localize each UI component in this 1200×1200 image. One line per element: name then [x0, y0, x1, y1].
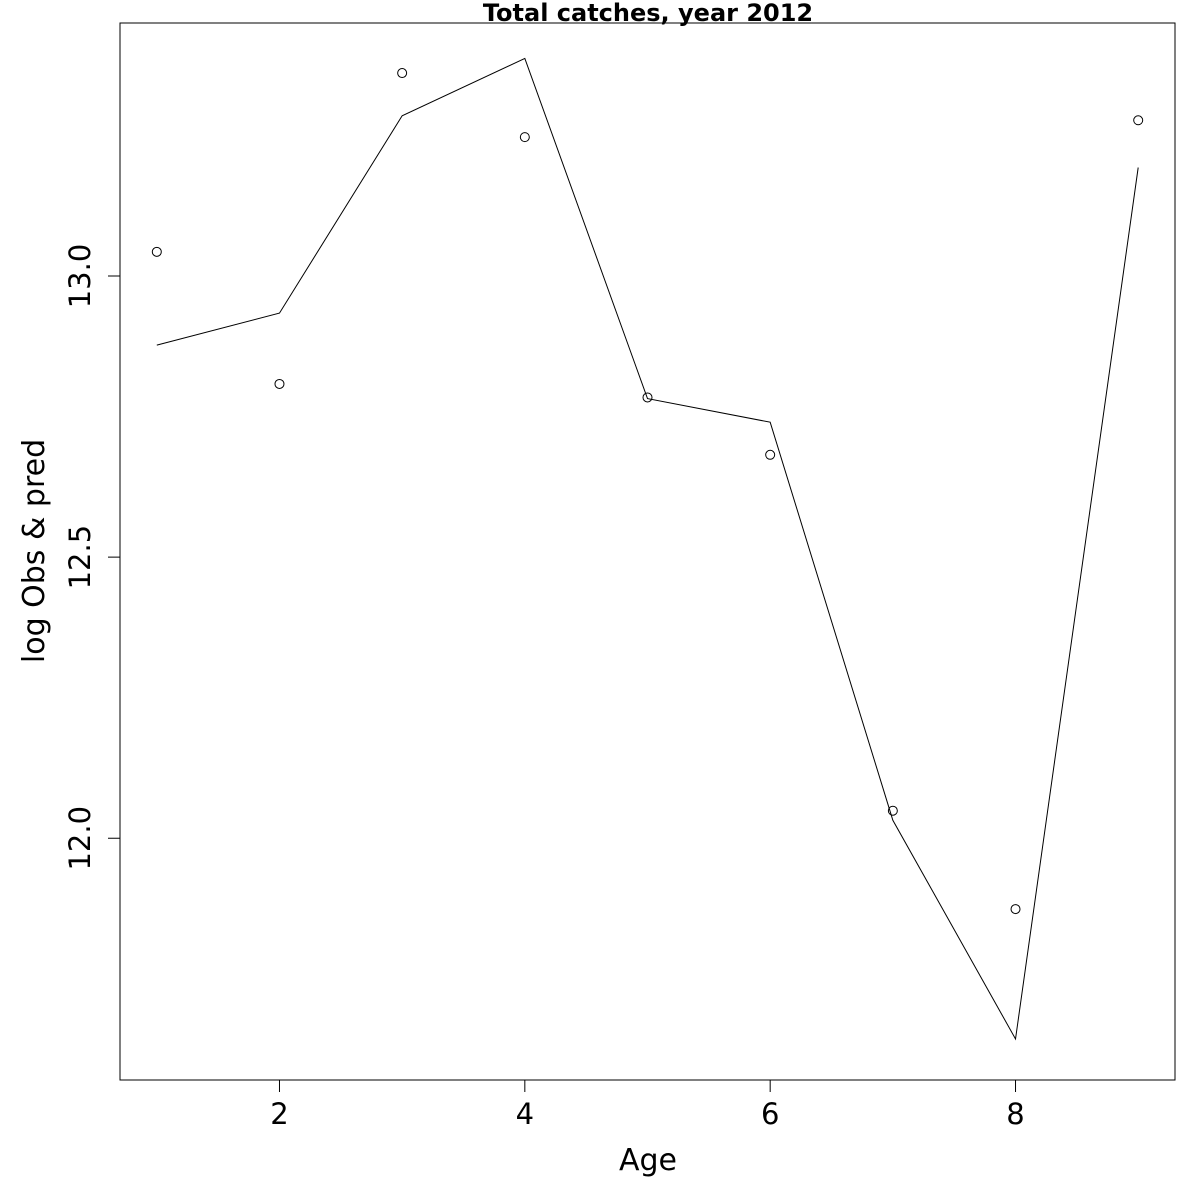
x-axis-label: Age	[619, 1143, 677, 1178]
obs-point	[1010, 904, 1021, 915]
obs-point	[1133, 115, 1144, 126]
obs-point	[397, 68, 408, 79]
y-tick-label: 12.0	[63, 806, 97, 871]
plot-frame	[119, 22, 1176, 1081]
y-axis: 12.0 12.5 13.0	[63, 244, 121, 871]
x-tick-label: 6	[761, 1097, 779, 1131]
y-tick-label: 13.0	[63, 244, 97, 309]
obs-point	[519, 132, 530, 143]
x-tick-label: 4	[516, 1097, 534, 1131]
obs-point	[765, 449, 776, 460]
series-layer	[151, 57, 1144, 1041]
obs-point	[274, 378, 285, 389]
pred-line	[156, 57, 1139, 1041]
x-axis: 2 4 6 8	[270, 1079, 1025, 1131]
obs-point	[642, 392, 653, 403]
obs-point	[151, 246, 162, 257]
y-axis-label: log Obs & pred	[17, 439, 52, 663]
x-tick-label: 8	[1006, 1097, 1024, 1131]
obs-point	[887, 805, 898, 816]
y-tick-label: 12.5	[63, 525, 97, 590]
x-tick-label: 2	[270, 1097, 288, 1131]
